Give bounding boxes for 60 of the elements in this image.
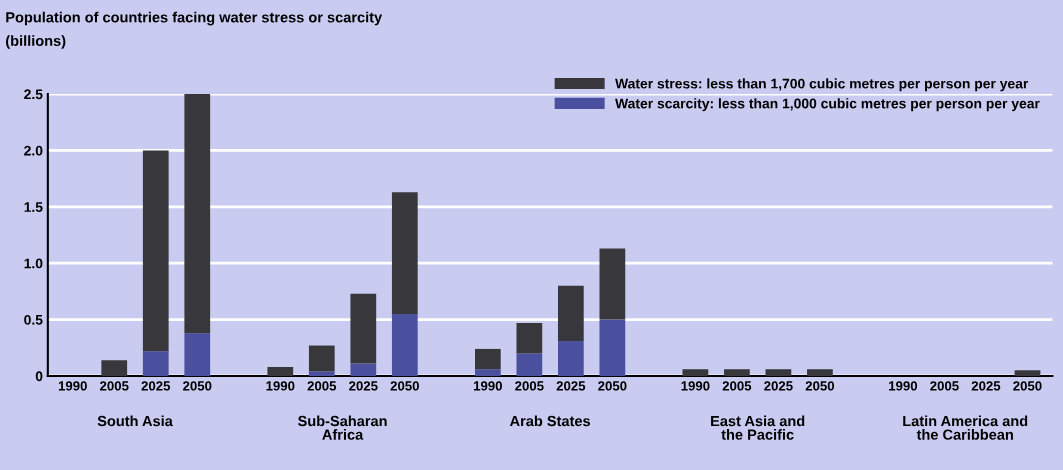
bar xyxy=(599,319,626,376)
x-tick-label: 2050 xyxy=(598,381,627,391)
x-tick-label: 2050 xyxy=(805,381,835,391)
bar xyxy=(142,351,169,376)
x-tick-label: 2025 xyxy=(764,381,793,391)
bar xyxy=(599,248,626,320)
x-tick-label: 2025 xyxy=(556,381,586,391)
bar xyxy=(516,353,543,376)
x-tick-label: 2050 xyxy=(1013,381,1042,391)
x-tick-label: 1990 xyxy=(681,381,710,391)
bar xyxy=(474,348,501,370)
text: Arab States xyxy=(509,415,591,427)
bar xyxy=(267,366,294,376)
x-tick-label: 2005 xyxy=(100,381,129,391)
legend-label: Water stress: less than 1,700 cubic metres per person per year xyxy=(615,78,1029,92)
x-tick-label: 2025 xyxy=(349,381,378,391)
x-tick-label: 1990 xyxy=(58,381,87,391)
bar xyxy=(807,369,833,376)
bar xyxy=(1014,370,1041,376)
bar xyxy=(184,94,211,334)
y-axis-title: (billions) xyxy=(6,35,66,49)
bar xyxy=(557,285,584,342)
bar xyxy=(557,341,584,376)
legend-label: Water scarcity: less than 1,000 cubic metres per person per year xyxy=(615,98,1040,112)
bar xyxy=(350,293,377,364)
bar xyxy=(391,313,418,376)
x-tick-label: 2005 xyxy=(307,381,337,391)
bar xyxy=(308,345,335,372)
text: Sub-Saharan Africa xyxy=(298,415,387,440)
bar xyxy=(474,369,501,376)
text: East Asia and the Pacific xyxy=(711,415,805,440)
y-tick-label: 2.0 xyxy=(24,145,43,156)
y-tick-label: 1.5 xyxy=(24,202,43,212)
text: South Asia xyxy=(97,415,173,427)
x-tick-label: 2005 xyxy=(722,381,752,391)
x-tick-label: 2025 xyxy=(141,381,171,391)
y-tick-label: 0 xyxy=(35,371,43,382)
bar xyxy=(142,150,169,352)
x-tick-label: 2050 xyxy=(183,381,212,391)
x-tick-label: 1990 xyxy=(889,381,918,391)
x-tick-label: 2005 xyxy=(930,381,959,391)
x-tick-label: 2025 xyxy=(971,381,1001,391)
x-tick-label: 1990 xyxy=(266,381,295,391)
y-tick-label: 1.0 xyxy=(24,258,43,269)
bar xyxy=(682,369,709,376)
text: Latin America and the Caribbean xyxy=(903,415,1028,440)
x-tick-label: 1990 xyxy=(473,381,502,391)
bar xyxy=(765,369,792,376)
x-tick-label: 2050 xyxy=(390,381,419,391)
chart-title: Population of countries facing water stress or scarcity xyxy=(6,11,383,26)
y-tick-label: 2.5 xyxy=(24,89,43,100)
bar xyxy=(184,333,211,376)
bar xyxy=(101,360,128,376)
bar xyxy=(350,363,377,376)
y-tick-label: 0.5 xyxy=(24,314,43,325)
bar xyxy=(516,322,543,354)
bar xyxy=(391,192,418,314)
bar xyxy=(724,369,750,376)
x-tick-label: 2005 xyxy=(515,381,544,391)
bar xyxy=(308,371,335,376)
